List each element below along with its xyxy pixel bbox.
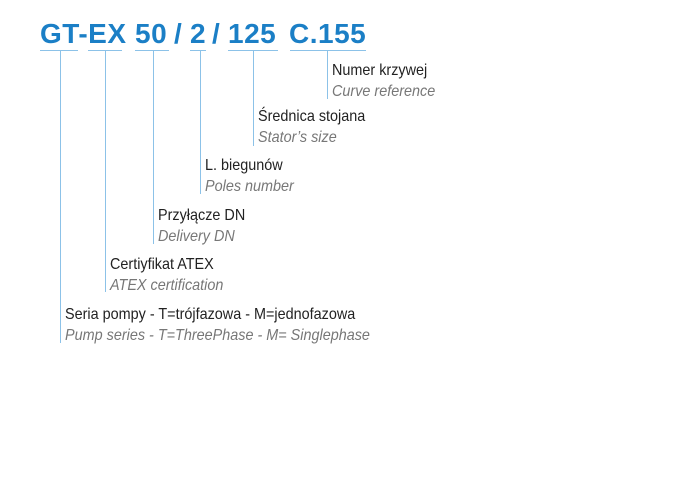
label-pl: Numer krzywej [332,62,428,79]
label-atex: Certiyfikat ATEX ATEX certification [110,254,236,296]
underline-ex [88,50,122,51]
leader-curve [327,51,328,99]
leader-poles [200,51,201,194]
code-separator: / [174,18,183,49]
underline-poles [190,50,206,51]
code-separator: / [212,18,221,49]
label-delivery: Przyłącze DN Delivery DN [158,205,255,247]
underline-curve [290,50,366,51]
label-pl: Przyłącze DN [158,207,246,224]
label-pl: Średnica stojana [258,108,366,125]
underline-delivery [135,50,169,51]
label-pl: Seria pompy - T=trójfazowa - M=jednofazo… [65,306,356,323]
label-series: Seria pompy - T=trójfazowa - M=jednofazo… [65,304,404,346]
leader-series [60,51,61,343]
label-pl: L. biegunów [205,157,283,174]
code-poles: 2 [190,18,207,49]
code-delivery: 50 [135,18,168,49]
code-series: GT-EX [40,18,127,49]
label-en: Pump series - T=ThreePhase - M= Singleph… [65,327,370,344]
label-en: ATEX certification [110,277,224,294]
code-curve: C.155 [289,18,367,49]
leader-stator [253,51,254,146]
label-en: Delivery DN [158,228,235,245]
label-en: Poles number [205,178,294,195]
label-stator: Średnica stojana Stator’s size [258,106,377,148]
leader-delivery [153,51,154,244]
label-en: Stator’s size [258,129,337,146]
label-curve: Numer krzywej Curve reference [332,60,447,102]
label-en: Curve reference [332,83,436,100]
code-stator: 125 [228,18,277,49]
label-pl: Certiyfikat ATEX [110,256,214,273]
leader-atex [105,51,106,292]
label-poles: L. biegunów Poles number [205,155,304,197]
underline-gt [40,50,78,51]
underline-stator [228,50,278,51]
